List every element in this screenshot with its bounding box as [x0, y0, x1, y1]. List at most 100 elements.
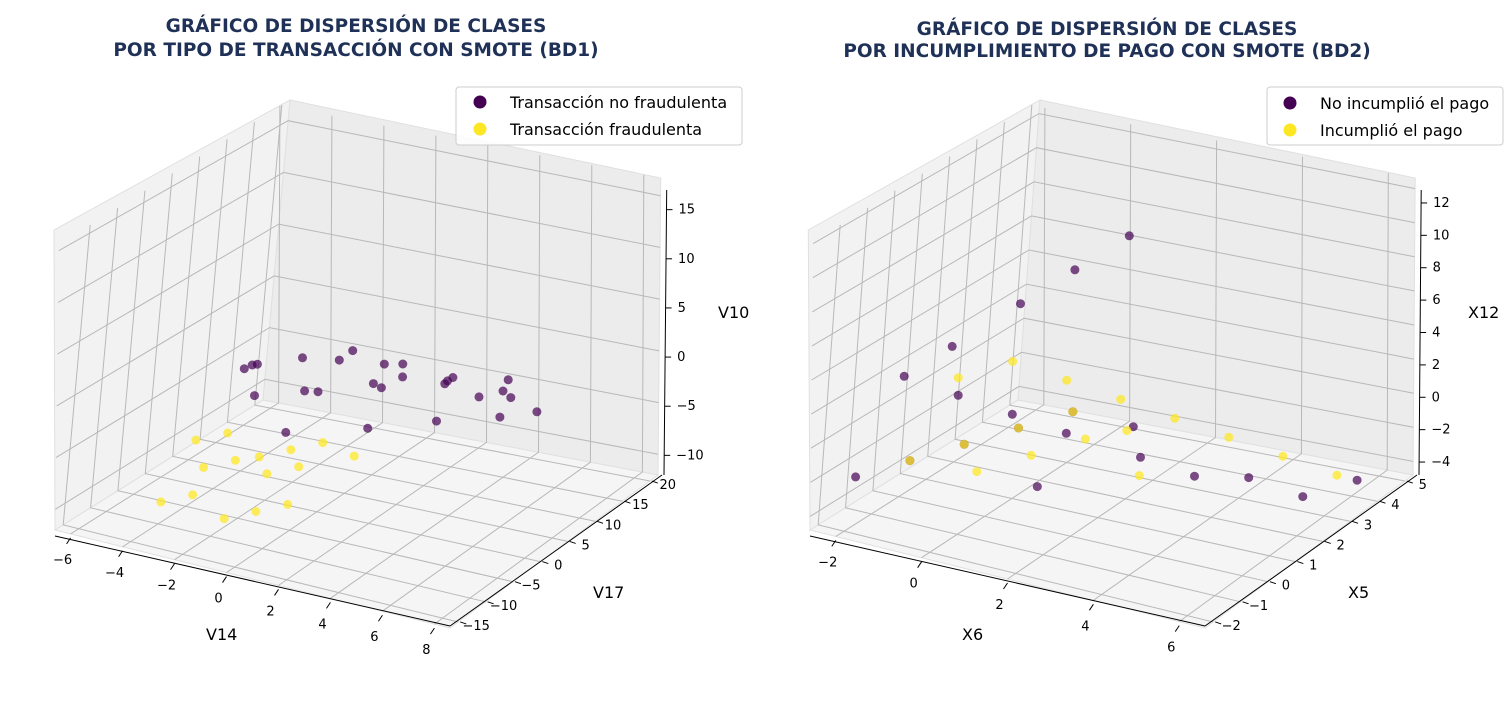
chart2-panes [807, 99, 1416, 629]
c1-ztick-label: 0 [677, 350, 685, 365]
c1-point-class0 [503, 375, 513, 385]
c2-gridline-x [835, 107, 1046, 537]
c1-gridline-y [90, 207, 486, 603]
chart2-legend: No incumplió el pago Incumplió el pago [1266, 86, 1504, 146]
c2-point-class0 [1007, 409, 1017, 419]
c2-ytick-mark [1297, 561, 1304, 565]
c2-xtick-mark [1003, 582, 1008, 590]
c1-ytick-mark [596, 520, 604, 524]
c2-point-class1 [1116, 394, 1126, 404]
c1-point-class1 [191, 435, 201, 445]
c2-xtick-mark [917, 561, 923, 568]
chart1-legend: Transacción no fraudulenta Transacción f… [455, 86, 743, 146]
c2-gridline-x [1093, 156, 1303, 601]
c1-x-axis-line [54, 535, 451, 627]
c2-gridline-z [812, 181, 1415, 313]
c2-gridline-z [810, 351, 1414, 483]
c2-ztick-label: −4 [1431, 455, 1450, 470]
c1-gridline-y [62, 224, 459, 623]
c1-gridline-x [174, 125, 385, 561]
c2-point-class1 [972, 467, 982, 477]
c2-ztick-label: 2 [1432, 358, 1440, 373]
c2-gridline-y [845, 207, 1241, 603]
c1-point-class0 [432, 416, 441, 426]
c2-ytick-label: −1 [1249, 599, 1268, 614]
c1-gridline-z [55, 378, 659, 510]
c2-point-class0 [1190, 471, 1199, 481]
c2-point-class0 [1244, 473, 1254, 483]
c2-point-class0 [1061, 428, 1071, 438]
c1-point-class0 [313, 387, 323, 397]
c2-point-class0 [1070, 265, 1080, 275]
c2-xtick-label: 4 [1081, 619, 1089, 634]
c1-xtick-mark [66, 537, 72, 545]
c1-ytick-label: −15 [462, 619, 489, 634]
c2-point-class0 [899, 371, 909, 381]
c1-gridline-x [278, 145, 489, 586]
c1-point-class0 [398, 359, 408, 369]
c2-point-class1 [1122, 426, 1132, 436]
c2-point-class1 [953, 373, 963, 383]
c2-point-class1 [1134, 471, 1144, 481]
c1-ztick-label: −10 [676, 448, 703, 463]
c1-point-class1 [230, 455, 240, 465]
c2-x-axis-line [809, 535, 1206, 627]
c2-gridline-z [809, 385, 1414, 517]
c2-ytick-label: 3 [1364, 518, 1372, 533]
c2-ztick-label: 4 [1432, 326, 1440, 341]
c1-point-class0 [334, 355, 344, 365]
c1-gridline-y [144, 173, 541, 563]
c2-xtick-mark [831, 540, 837, 547]
c2-point-class1 [1224, 432, 1234, 442]
c2-point-class0 [1352, 475, 1362, 485]
c2-ytick-mark [1324, 540, 1331, 544]
c1-xtick-mark [326, 602, 331, 609]
c1-point-class0 [239, 364, 249, 374]
c1-point-class0 [368, 379, 378, 389]
c1-point-class1 [219, 514, 229, 524]
chart1-legend-label-0: Transacción no fraudulenta [509, 93, 727, 112]
chart1-xlabel: V14 [206, 625, 237, 644]
c2-gridline-z [812, 113, 1416, 245]
c2-gridline-z [811, 283, 1414, 415]
c1-ytick-label: 5 [582, 538, 590, 553]
c1-ytick-mark [514, 581, 522, 585]
chart1-legend-marker-1 [473, 122, 487, 136]
c2-xtick-label: 6 [1167, 641, 1175, 656]
c2-point-class1 [1008, 356, 1018, 366]
c1-ytick-label: 15 [632, 498, 649, 513]
chart-bd2: GRÁFICO DE DISPERSIÓN DE CLASES POR INCU… [807, 18, 1504, 656]
c2-ztick-label: −2 [1431, 423, 1450, 438]
c1-ytick-mark [624, 500, 631, 504]
c2-ztick-label: 6 [1432, 293, 1440, 308]
c2-gridline-z [811, 215, 1415, 347]
c2-xtick-label: 2 [995, 598, 1003, 613]
c1-ytick-label: −10 [490, 599, 517, 614]
c2-ytick-label: 4 [1391, 498, 1399, 513]
c1-xtick-label: 4 [318, 617, 326, 632]
c1-ztick-label: 5 [678, 301, 686, 316]
c1-point-class1 [254, 452, 264, 462]
c1-ytick-label: 10 [605, 518, 622, 533]
c2-point-class1 [1278, 451, 1288, 461]
c2-gridline-z [810, 317, 1414, 449]
c2-point-class1 [1332, 470, 1342, 480]
c2-point-class1 [1026, 450, 1036, 460]
chart2-zlabel: X12 [1468, 303, 1499, 322]
c1-ytick-mark [569, 540, 576, 544]
c2-point-class0 [1298, 492, 1308, 502]
c1-point-class1 [199, 462, 209, 472]
chart2-points [851, 231, 1362, 502]
chart1-ylabel: V17 [593, 583, 624, 602]
c1-gridline-x [226, 135, 437, 574]
c1-xtick-mark [429, 627, 435, 635]
c1-point-class1 [188, 490, 198, 500]
c1-point-class1 [349, 451, 359, 461]
c2-ztick-label: 10 [1433, 228, 1450, 243]
chart1-legend-marker-0 [473, 95, 487, 109]
chart2-legend-label-1: Incumplió el pago [1320, 121, 1463, 140]
c1-point-class1 [156, 497, 166, 507]
c1-point-class0 [252, 359, 262, 369]
chart2-legend-marker-0 [1283, 96, 1297, 110]
